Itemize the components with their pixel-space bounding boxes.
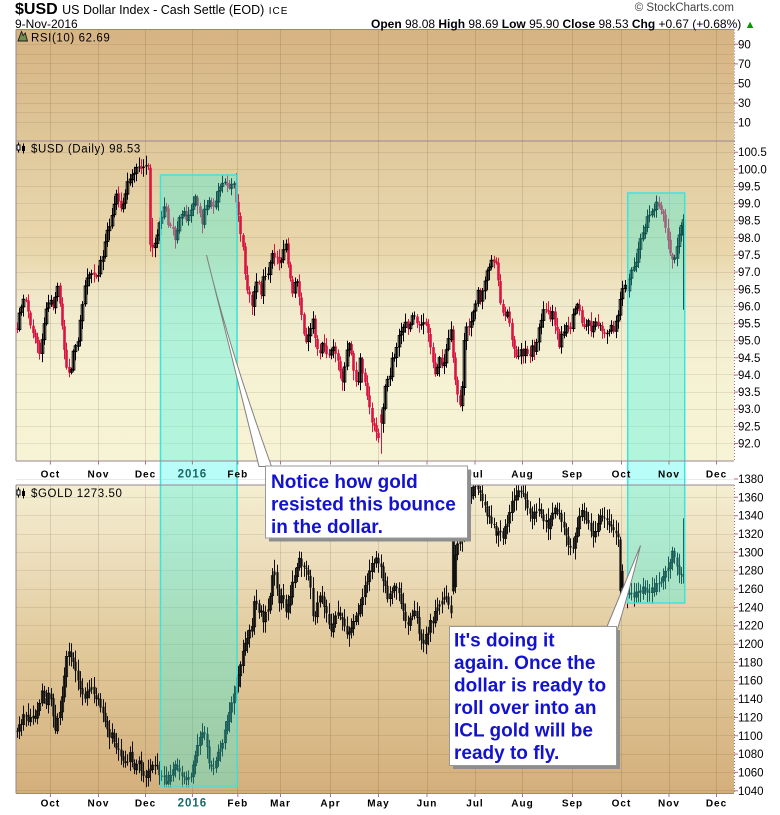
svg-text:Nov: Nov (658, 470, 680, 481)
svg-text:2016: 2016 (178, 798, 208, 810)
svg-text:Dec: Dec (706, 799, 727, 810)
svg-text:roll over into an: roll over into an (454, 698, 597, 719)
svg-text:ready to fly.: ready to fly. (454, 743, 559, 764)
svg-text:50: 50 (738, 79, 751, 91)
svg-text:1100: 1100 (738, 731, 763, 743)
svg-text:1340: 1340 (738, 511, 764, 523)
svg-text:dollar is ready to: dollar is ready to (454, 676, 606, 697)
svg-text:Oct: Oct (41, 799, 61, 810)
svg-text:Dec: Dec (135, 470, 156, 481)
svg-text:Feb: Feb (227, 799, 248, 810)
svg-text:99.0: 99.0 (738, 199, 760, 211)
svg-text:Notice how gold: Notice how gold (271, 472, 418, 493)
svg-text:Apr: Apr (320, 799, 340, 810)
svg-text:100.0: 100.0 (738, 164, 767, 176)
svg-text:resisted this bounce: resisted this bounce (271, 495, 456, 516)
svg-text:2016: 2016 (178, 469, 208, 481)
svg-text:Oct: Oct (612, 470, 632, 481)
svg-text:92.0: 92.0 (738, 439, 760, 451)
svg-text:1120: 1120 (738, 712, 763, 724)
svg-text:Jul: Jul (466, 470, 483, 481)
svg-text:99.5: 99.5 (738, 182, 760, 194)
svg-text:96.5: 96.5 (738, 284, 760, 296)
svg-text:1200: 1200 (738, 639, 764, 651)
svg-text:Aug: Aug (511, 799, 533, 810)
svg-text:96.0: 96.0 (738, 301, 760, 313)
svg-text:Feb: Feb (227, 470, 248, 481)
svg-text:Dec: Dec (706, 470, 727, 481)
svg-text:Sep: Sep (562, 470, 583, 481)
svg-text:97.0: 97.0 (738, 267, 760, 279)
svg-text:1320: 1320 (738, 529, 764, 541)
svg-text:97.5: 97.5 (738, 250, 760, 262)
svg-text:$USD (Daily) 98.53: $USD (Daily) 98.53 (31, 144, 141, 156)
svg-text:1060: 1060 (738, 767, 764, 779)
svg-text:May: May (367, 799, 389, 810)
svg-text:1380: 1380 (738, 474, 764, 486)
svg-text:RSI(10) 62.69: RSI(10) 62.69 (31, 33, 110, 45)
svg-text:Oct: Oct (612, 799, 632, 810)
svg-text:1040: 1040 (738, 786, 764, 798)
svg-text:Mar: Mar (270, 799, 291, 810)
svg-text:90: 90 (738, 39, 751, 51)
svg-text:1260: 1260 (738, 584, 764, 596)
svg-text:1160: 1160 (738, 676, 763, 688)
svg-text:70: 70 (738, 59, 751, 71)
svg-text:Sep: Sep (562, 799, 583, 810)
svg-text:1280: 1280 (738, 566, 764, 578)
svg-text:95.5: 95.5 (738, 319, 760, 331)
svg-text:30: 30 (738, 98, 751, 110)
svg-text:10: 10 (738, 118, 751, 130)
svg-text:98.5: 98.5 (738, 216, 760, 228)
svg-text:Nov: Nov (88, 470, 110, 481)
svg-text:1240: 1240 (738, 602, 764, 614)
svg-text:94.5: 94.5 (738, 353, 760, 365)
svg-text:1300: 1300 (738, 547, 764, 559)
svg-text:1140: 1140 (738, 694, 763, 706)
svg-text:Nov: Nov (658, 799, 680, 810)
svg-text:Dec: Dec (135, 799, 156, 810)
svg-text:Nov: Nov (88, 799, 110, 810)
svg-text:It's doing it: It's doing it (454, 631, 555, 652)
svg-text:Oct: Oct (41, 470, 61, 481)
svg-text:95.0: 95.0 (738, 336, 760, 348)
svg-text:98.0: 98.0 (738, 233, 760, 245)
svg-text:Aug: Aug (511, 470, 533, 481)
svg-text:ICL gold will be: ICL gold will be (454, 721, 593, 742)
svg-text:93.5: 93.5 (738, 387, 760, 399)
svg-text:again. Once the: again. Once the (454, 653, 595, 674)
svg-text:1220: 1220 (738, 621, 764, 633)
svg-text:100.5: 100.5 (738, 147, 767, 159)
svg-text:1080: 1080 (738, 749, 764, 761)
svg-text:1180: 1180 (738, 657, 763, 669)
svg-text:Jul: Jul (466, 799, 483, 810)
svg-text:1360: 1360 (738, 492, 764, 504)
svg-text:93.0: 93.0 (738, 404, 760, 416)
svg-text:94.0: 94.0 (738, 370, 760, 382)
svg-text:92.5: 92.5 (738, 421, 760, 433)
svg-text:$GOLD 1273.50: $GOLD 1273.50 (31, 488, 123, 500)
svg-text:Jun: Jun (417, 799, 438, 810)
svg-text:in the dollar.: in the dollar. (271, 517, 383, 538)
